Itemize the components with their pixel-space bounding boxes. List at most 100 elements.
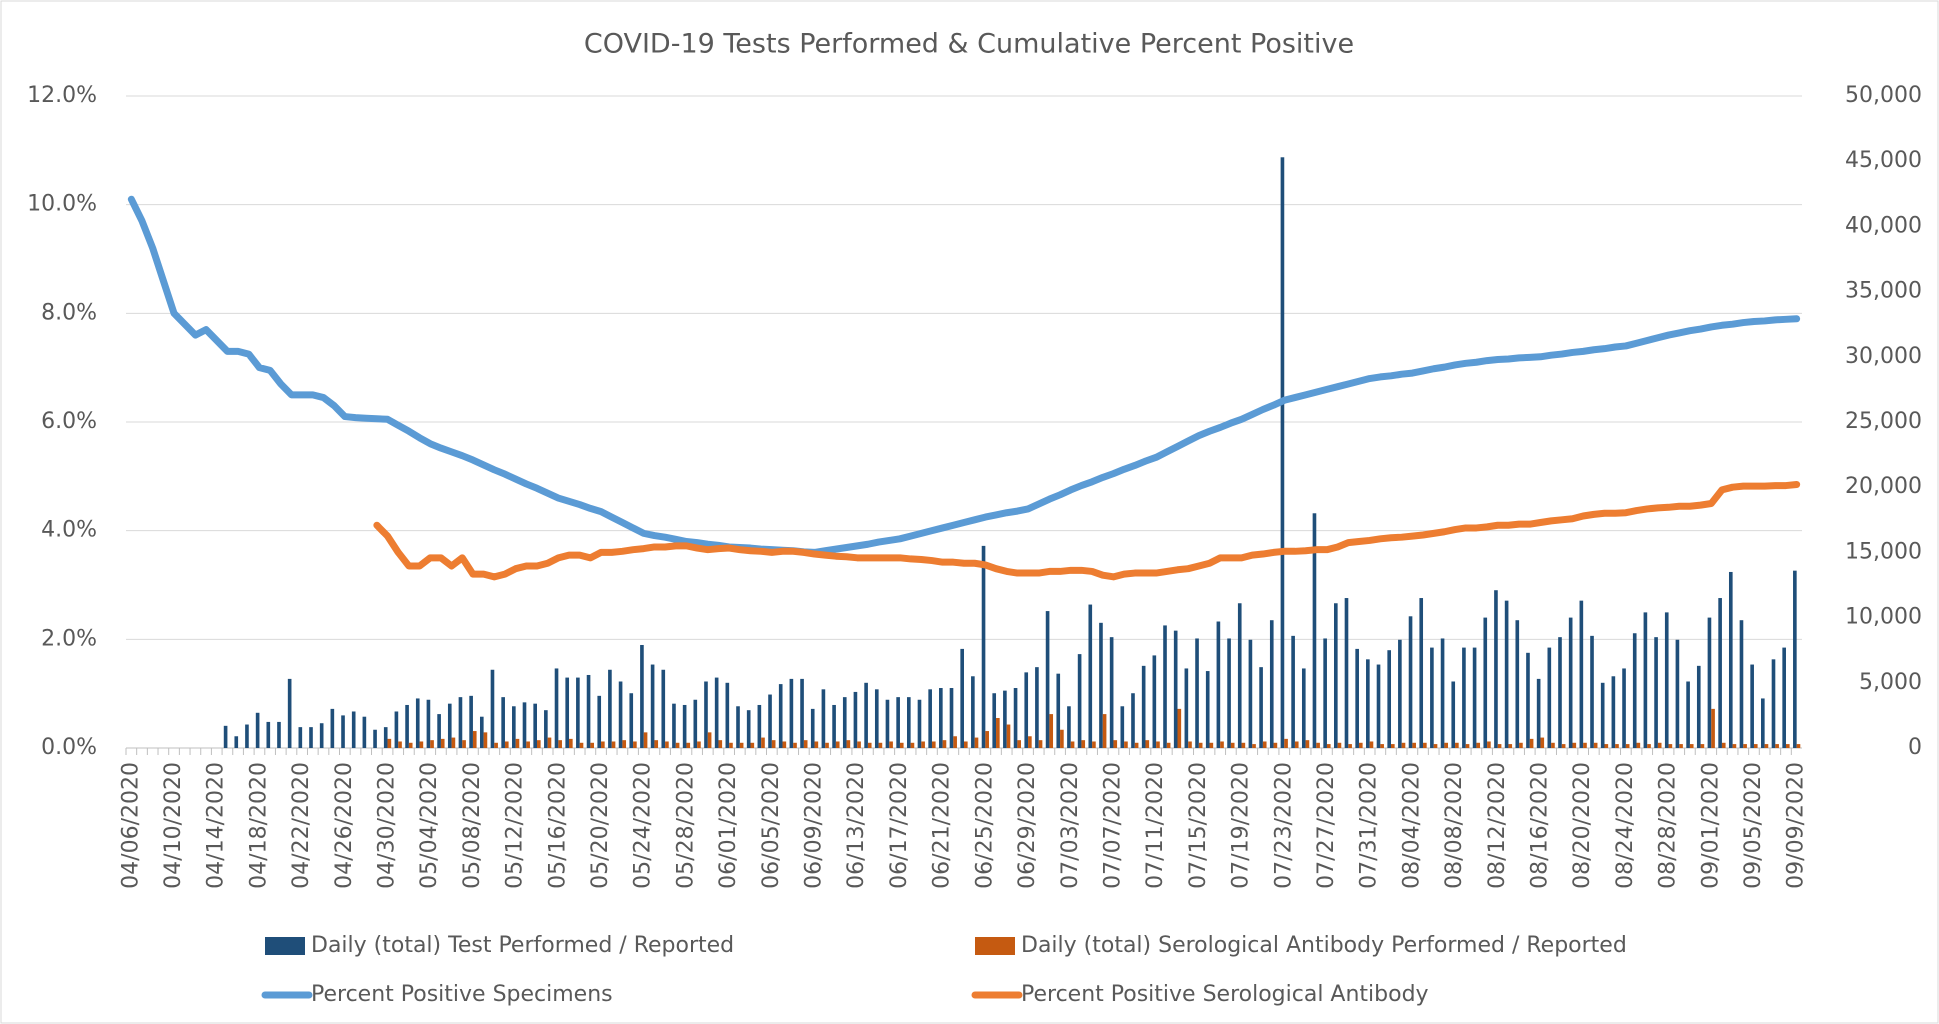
bar — [1494, 590, 1498, 748]
bar — [1049, 714, 1054, 748]
bar — [1625, 744, 1630, 748]
bar — [387, 738, 392, 748]
x-tick-label: 08/20/2020 — [1570, 762, 1595, 889]
bar — [1284, 738, 1288, 748]
bar — [415, 698, 420, 748]
bar — [1568, 617, 1573, 748]
bar — [1476, 742, 1481, 748]
x-tick-label: 07/27/2020 — [1314, 762, 1339, 889]
bar — [1401, 742, 1406, 748]
x-tick-label: 09/01/2020 — [1698, 762, 1723, 889]
bar — [1611, 676, 1616, 748]
bar — [1280, 157, 1285, 749]
y2-tick-label: 30,000 — [1845, 344, 1922, 369]
bar — [1092, 741, 1096, 748]
y-tick-label: 2.0% — [41, 626, 97, 651]
bar — [1198, 742, 1203, 748]
x-tick-label: 08/28/2020 — [1656, 762, 1681, 889]
bar — [725, 682, 730, 748]
bar — [1173, 630, 1178, 748]
bar — [1312, 513, 1317, 748]
x-tick-label: 05/04/2020 — [417, 762, 442, 889]
bar — [1771, 659, 1776, 748]
bar — [576, 677, 580, 748]
bar — [586, 674, 591, 748]
bar — [1718, 598, 1722, 748]
bar — [1529, 738, 1534, 748]
bar — [675, 742, 680, 748]
bar — [1131, 693, 1135, 748]
bar — [782, 741, 787, 748]
bar — [298, 727, 303, 748]
y2-tick-label: 45,000 — [1845, 148, 1922, 173]
bar — [469, 695, 473, 748]
legend-label: Daily (total) Serological Antibody Perfo… — [1021, 933, 1627, 958]
bar — [1664, 612, 1669, 748]
bar — [547, 737, 552, 748]
bar — [633, 741, 637, 748]
x-tick-label: 08/12/2020 — [1485, 762, 1510, 889]
bar — [672, 703, 676, 748]
bar — [1067, 706, 1071, 748]
bar — [1291, 635, 1295, 748]
x-tick-label: 04/06/2020 — [118, 762, 143, 889]
y2-tick-label: 35,000 — [1845, 279, 1922, 304]
bar — [1038, 740, 1043, 748]
x-tick-label: 06/21/2020 — [930, 762, 955, 889]
bar — [1028, 736, 1032, 748]
bar — [810, 708, 815, 748]
bar — [309, 727, 313, 748]
bar — [1497, 744, 1502, 748]
x-tick-label: 05/16/2020 — [545, 762, 570, 889]
bar — [1216, 621, 1221, 748]
x-tick-label: 04/22/2020 — [289, 762, 314, 889]
bar — [1166, 742, 1171, 748]
x-tick-label: 06/29/2020 — [1015, 762, 1040, 889]
bar — [1145, 740, 1150, 748]
bar — [985, 731, 989, 748]
bar — [1380, 744, 1384, 748]
legend-label: Percent Positive Serological Antibody — [1021, 982, 1429, 1007]
bar — [1590, 635, 1594, 748]
bar — [426, 699, 431, 748]
bar — [1750, 664, 1754, 748]
bar — [1504, 600, 1509, 748]
bar — [1675, 639, 1680, 748]
bar — [494, 742, 498, 748]
bar — [643, 732, 648, 748]
bar — [440, 738, 445, 748]
bar — [1109, 637, 1114, 748]
bar — [974, 737, 979, 748]
bar — [597, 695, 602, 748]
bar — [1301, 668, 1306, 748]
bar — [1077, 654, 1082, 748]
bar — [793, 742, 797, 748]
bar — [874, 689, 879, 748]
bar — [899, 742, 904, 748]
x-tick-label: 05/24/2020 — [631, 762, 656, 889]
bar — [458, 697, 463, 748]
bar — [590, 742, 594, 748]
bar — [1056, 673, 1061, 748]
bar — [629, 693, 634, 748]
y-tick-label: 6.0% — [41, 409, 97, 434]
bar — [686, 742, 691, 748]
bar — [1707, 617, 1712, 748]
y-tick-label: 0.0% — [41, 735, 97, 760]
bar — [515, 738, 520, 748]
bar — [394, 711, 399, 748]
bar — [697, 741, 701, 748]
bar — [1358, 742, 1363, 748]
bar — [910, 742, 915, 748]
bar — [960, 648, 964, 748]
bar — [825, 742, 829, 748]
bar — [533, 703, 537, 748]
bar — [1088, 604, 1093, 748]
x-tick-label: 04/14/2020 — [204, 762, 229, 889]
x-tick-label: 04/30/2020 — [375, 762, 400, 889]
bar — [1134, 742, 1139, 748]
bar — [1462, 647, 1466, 748]
bar — [1622, 668, 1626, 748]
y2-tick-label: 50,000 — [1845, 83, 1922, 108]
bar — [803, 740, 808, 748]
